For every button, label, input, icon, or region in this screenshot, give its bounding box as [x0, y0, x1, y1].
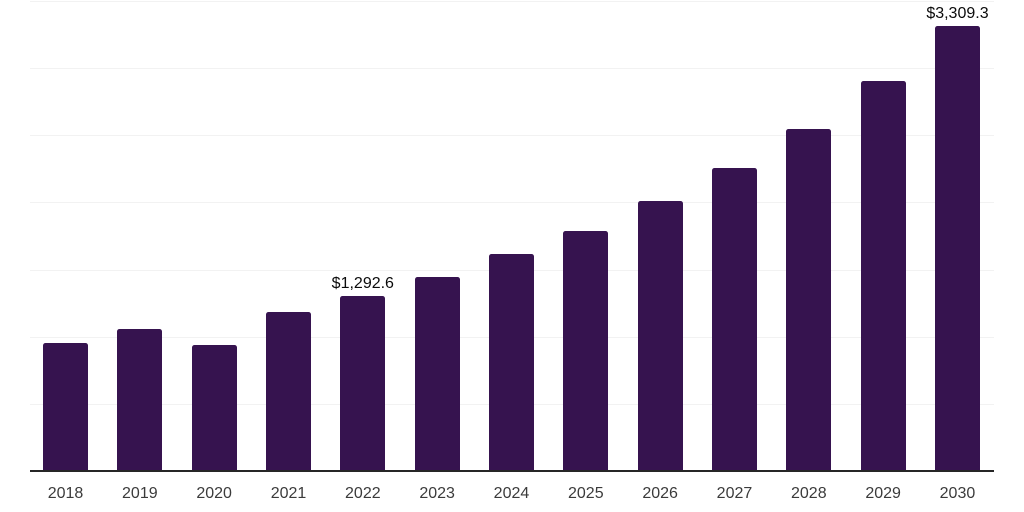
gridline-3500 — [30, 1, 994, 2]
bar-2028 — [786, 128, 832, 470]
bar-2029 — [860, 80, 906, 470]
gridline-2500 — [30, 135, 994, 137]
bar-2024 — [488, 254, 534, 470]
x-tick-2022: 2022 — [345, 485, 381, 502]
bar-2027 — [711, 168, 757, 470]
x-tick-2020: 2020 — [196, 485, 232, 502]
x-tick-2024: 2024 — [493, 485, 530, 502]
gridline-2000 — [30, 202, 994, 204]
bar-2025 — [563, 230, 609, 470]
data-label-2030: $3,309.3 — [926, 4, 989, 22]
bar-2020 — [191, 344, 237, 470]
bar-2019 — [117, 329, 163, 470]
x-tick-2029: 2029 — [865, 485, 901, 502]
x-tick-2021: 2021 — [270, 485, 307, 502]
x-axis-line — [30, 470, 994, 472]
x-tick-2025: 2025 — [568, 485, 604, 502]
x-tick-2018: 2018 — [47, 485, 84, 502]
x-tick-2027: 2027 — [716, 485, 753, 502]
bar-2021 — [265, 312, 311, 470]
data-label-2022: $1,292.6 — [331, 275, 394, 293]
bar-2030 — [934, 25, 980, 470]
bar-2018 — [43, 343, 88, 470]
gridline-3000 — [30, 68, 994, 70]
bar-2022 — [340, 296, 386, 470]
x-tick-2030: 2030 — [939, 485, 976, 502]
x-tick-2026: 2026 — [642, 485, 678, 502]
bar-2026 — [637, 201, 683, 470]
x-tick-2028: 2028 — [791, 485, 827, 502]
plot-area: $1,292.6 $3,309.3 — [30, 0, 994, 472]
bar-2023 — [414, 276, 460, 470]
x-tick-2019: 2019 — [122, 485, 158, 502]
x-tick-2023: 2023 — [419, 485, 455, 502]
